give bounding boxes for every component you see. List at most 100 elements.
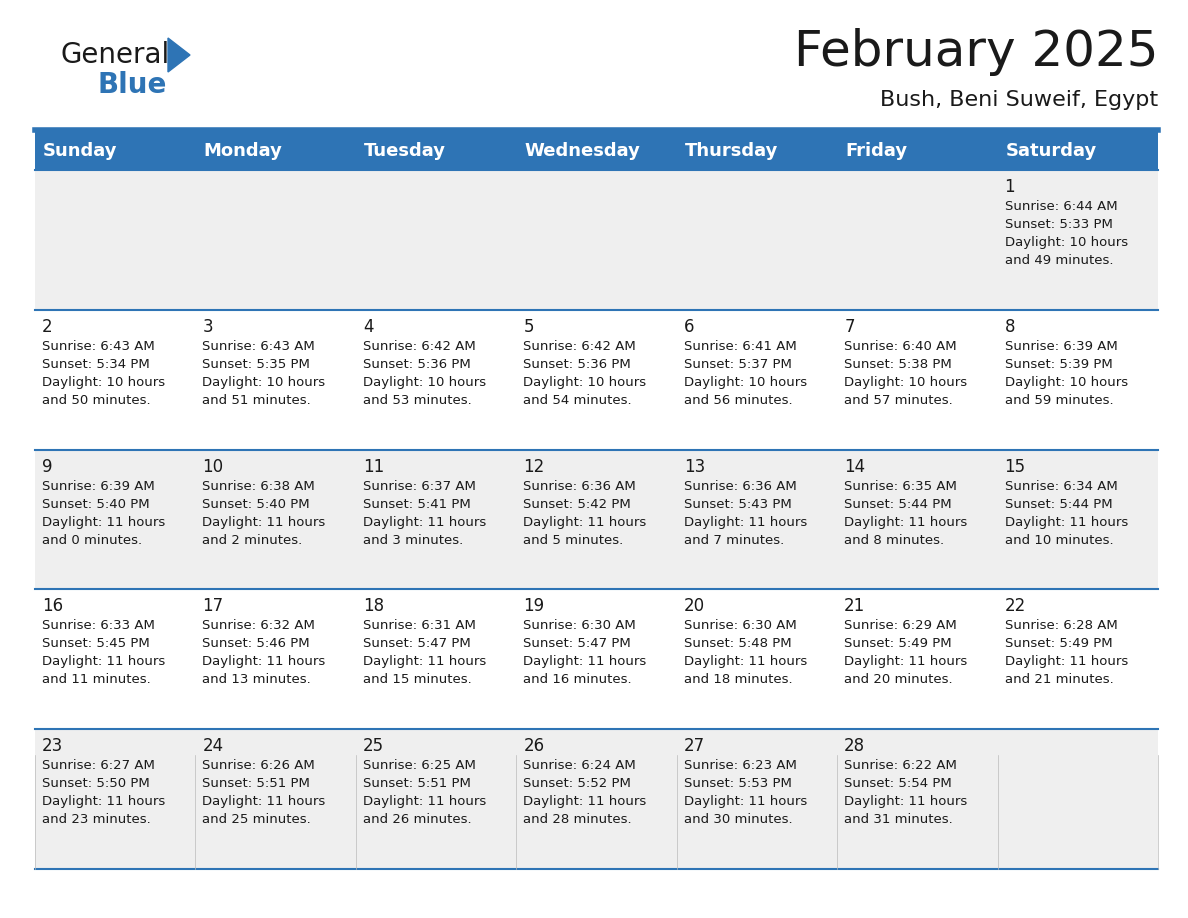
Bar bbox=[517, 589, 677, 729]
Text: Sunset: 5:40 PM: Sunset: 5:40 PM bbox=[202, 498, 310, 510]
Text: 13: 13 bbox=[684, 457, 704, 476]
Text: Wednesday: Wednesday bbox=[524, 142, 640, 160]
Text: Sunset: 5:54 PM: Sunset: 5:54 PM bbox=[845, 778, 952, 790]
Text: 28: 28 bbox=[845, 737, 865, 756]
Text: Sunrise: 6:34 AM: Sunrise: 6:34 AM bbox=[1005, 479, 1118, 493]
Text: Sunrise: 6:32 AM: Sunrise: 6:32 AM bbox=[202, 620, 315, 633]
Text: Sunrise: 6:26 AM: Sunrise: 6:26 AM bbox=[202, 759, 315, 772]
Text: Sunset: 5:39 PM: Sunset: 5:39 PM bbox=[1005, 358, 1112, 371]
Text: Sunset: 5:47 PM: Sunset: 5:47 PM bbox=[523, 637, 631, 650]
Bar bbox=[838, 450, 998, 589]
Text: and 30 minutes.: and 30 minutes. bbox=[684, 813, 792, 826]
Text: 25: 25 bbox=[362, 737, 384, 756]
Bar bbox=[196, 589, 356, 729]
Text: and 49 minutes.: and 49 minutes. bbox=[1005, 254, 1113, 267]
Text: Sunset: 5:47 PM: Sunset: 5:47 PM bbox=[362, 637, 470, 650]
Text: Daylight: 11 hours: Daylight: 11 hours bbox=[362, 655, 486, 668]
Text: and 5 minutes.: and 5 minutes. bbox=[523, 533, 624, 546]
Text: 20: 20 bbox=[684, 598, 704, 615]
Text: and 16 minutes.: and 16 minutes. bbox=[523, 674, 632, 687]
Text: Sunrise: 6:33 AM: Sunrise: 6:33 AM bbox=[42, 620, 154, 633]
Bar bbox=[677, 729, 838, 869]
Bar bbox=[356, 729, 517, 869]
Text: Sunrise: 6:35 AM: Sunrise: 6:35 AM bbox=[845, 479, 958, 493]
Text: Sunset: 5:41 PM: Sunset: 5:41 PM bbox=[362, 498, 470, 510]
Bar bbox=[356, 132, 517, 170]
Text: 19: 19 bbox=[523, 598, 544, 615]
Text: Daylight: 11 hours: Daylight: 11 hours bbox=[202, 795, 326, 808]
Text: and 13 minutes.: and 13 minutes. bbox=[202, 674, 311, 687]
Bar bbox=[517, 450, 677, 589]
Text: Sunset: 5:46 PM: Sunset: 5:46 PM bbox=[202, 637, 310, 650]
Text: 2: 2 bbox=[42, 318, 52, 336]
Text: Sunset: 5:42 PM: Sunset: 5:42 PM bbox=[523, 498, 631, 510]
Text: Friday: Friday bbox=[845, 142, 908, 160]
Text: Sunrise: 6:29 AM: Sunrise: 6:29 AM bbox=[845, 620, 956, 633]
Text: Daylight: 11 hours: Daylight: 11 hours bbox=[684, 516, 807, 529]
Text: and 31 minutes.: and 31 minutes. bbox=[845, 813, 953, 826]
Text: and 8 minutes.: and 8 minutes. bbox=[845, 533, 944, 546]
Text: February 2025: February 2025 bbox=[794, 28, 1158, 76]
Text: and 11 minutes.: and 11 minutes. bbox=[42, 674, 151, 687]
Text: 22: 22 bbox=[1005, 598, 1025, 615]
Text: Sunset: 5:48 PM: Sunset: 5:48 PM bbox=[684, 637, 791, 650]
Text: 24: 24 bbox=[202, 737, 223, 756]
Text: Sunset: 5:36 PM: Sunset: 5:36 PM bbox=[362, 358, 470, 371]
Bar bbox=[838, 132, 998, 170]
Text: 18: 18 bbox=[362, 598, 384, 615]
Text: 3: 3 bbox=[202, 318, 213, 336]
Text: Sunrise: 6:24 AM: Sunrise: 6:24 AM bbox=[523, 759, 636, 772]
Bar bbox=[998, 450, 1158, 589]
Text: and 3 minutes.: and 3 minutes. bbox=[362, 533, 463, 546]
Text: Sunrise: 6:27 AM: Sunrise: 6:27 AM bbox=[42, 759, 154, 772]
Bar bbox=[998, 170, 1158, 309]
Text: Sunset: 5:44 PM: Sunset: 5:44 PM bbox=[1005, 498, 1112, 510]
Text: 15: 15 bbox=[1005, 457, 1025, 476]
Text: and 56 minutes.: and 56 minutes. bbox=[684, 394, 792, 407]
Text: Daylight: 11 hours: Daylight: 11 hours bbox=[845, 655, 967, 668]
Text: 10: 10 bbox=[202, 457, 223, 476]
Text: and 26 minutes.: and 26 minutes. bbox=[362, 813, 472, 826]
Text: Daylight: 11 hours: Daylight: 11 hours bbox=[362, 516, 486, 529]
Text: Bush, Beni Suweif, Egypt: Bush, Beni Suweif, Egypt bbox=[880, 90, 1158, 110]
Text: Sunrise: 6:30 AM: Sunrise: 6:30 AM bbox=[684, 620, 796, 633]
Text: Daylight: 11 hours: Daylight: 11 hours bbox=[845, 516, 967, 529]
Text: and 18 minutes.: and 18 minutes. bbox=[684, 674, 792, 687]
Text: Sunset: 5:35 PM: Sunset: 5:35 PM bbox=[202, 358, 310, 371]
Text: Daylight: 11 hours: Daylight: 11 hours bbox=[523, 655, 646, 668]
Bar bbox=[34, 729, 196, 869]
Text: 12: 12 bbox=[523, 457, 544, 476]
Text: Daylight: 10 hours: Daylight: 10 hours bbox=[1005, 236, 1127, 249]
Text: Sunset: 5:50 PM: Sunset: 5:50 PM bbox=[42, 778, 150, 790]
Text: Monday: Monday bbox=[203, 142, 283, 160]
Bar bbox=[677, 309, 838, 450]
Text: Sunrise: 6:28 AM: Sunrise: 6:28 AM bbox=[1005, 620, 1118, 633]
Polygon shape bbox=[168, 38, 190, 72]
Text: Sunrise: 6:22 AM: Sunrise: 6:22 AM bbox=[845, 759, 958, 772]
Bar bbox=[196, 450, 356, 589]
Text: and 23 minutes.: and 23 minutes. bbox=[42, 813, 151, 826]
Text: 9: 9 bbox=[42, 457, 52, 476]
Text: Sunset: 5:52 PM: Sunset: 5:52 PM bbox=[523, 778, 631, 790]
Text: Blue: Blue bbox=[97, 71, 168, 99]
Text: Sunrise: 6:41 AM: Sunrise: 6:41 AM bbox=[684, 340, 796, 353]
Bar bbox=[838, 729, 998, 869]
Text: Sunset: 5:49 PM: Sunset: 5:49 PM bbox=[845, 637, 952, 650]
Text: Sunrise: 6:39 AM: Sunrise: 6:39 AM bbox=[42, 479, 154, 493]
Text: Sunrise: 6:37 AM: Sunrise: 6:37 AM bbox=[362, 479, 475, 493]
Text: 26: 26 bbox=[523, 737, 544, 756]
Text: Sunday: Sunday bbox=[43, 142, 118, 160]
Text: Sunset: 5:51 PM: Sunset: 5:51 PM bbox=[202, 778, 310, 790]
Text: Saturday: Saturday bbox=[1005, 142, 1097, 160]
Text: and 7 minutes.: and 7 minutes. bbox=[684, 533, 784, 546]
Bar bbox=[517, 170, 677, 309]
Text: and 0 minutes.: and 0 minutes. bbox=[42, 533, 143, 546]
Text: and 25 minutes.: and 25 minutes. bbox=[202, 813, 311, 826]
Text: Tuesday: Tuesday bbox=[364, 142, 446, 160]
Bar bbox=[998, 309, 1158, 450]
Text: Sunset: 5:43 PM: Sunset: 5:43 PM bbox=[684, 498, 791, 510]
Bar bbox=[998, 589, 1158, 729]
Bar bbox=[517, 729, 677, 869]
Text: Sunrise: 6:40 AM: Sunrise: 6:40 AM bbox=[845, 340, 956, 353]
Text: Sunrise: 6:25 AM: Sunrise: 6:25 AM bbox=[362, 759, 475, 772]
